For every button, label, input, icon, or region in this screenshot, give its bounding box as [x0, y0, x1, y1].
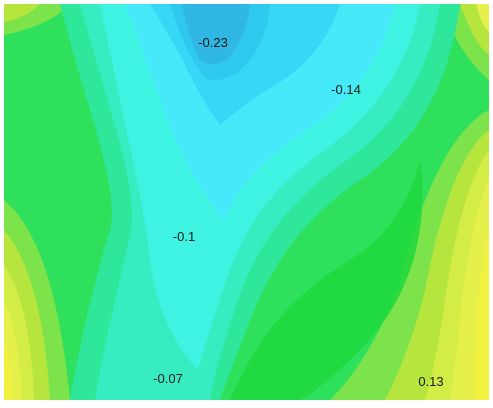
- contour-labels: -0.23 -0.14 -0.1 -0.07 0.13: [153, 35, 443, 389]
- contour-label: -0.14: [331, 82, 361, 97]
- contour-band: [476, 4, 489, 32]
- contour-label: -0.1: [173, 229, 195, 244]
- contour-band: [230, 160, 423, 400]
- contour-label: -0.07: [153, 371, 183, 386]
- contour-band: [4, 340, 12, 400]
- contour-label: 0.13: [418, 374, 443, 389]
- contour-band: [4, 4, 40, 22]
- contour-label: -0.23: [198, 35, 228, 50]
- contour-band: [182, 4, 250, 65]
- contour-band: [474, 230, 489, 400]
- plot-area: [4, 4, 489, 400]
